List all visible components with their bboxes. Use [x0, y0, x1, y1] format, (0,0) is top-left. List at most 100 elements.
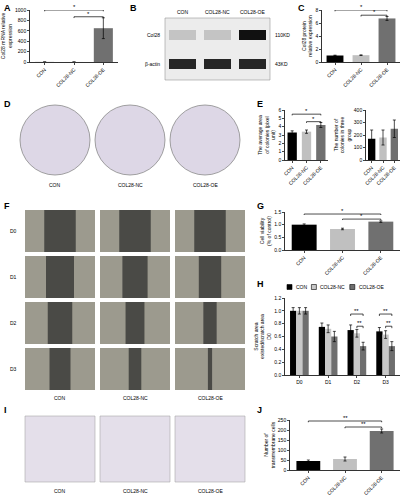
- svg-text:**: **: [354, 308, 359, 314]
- svg-text:50: 50: [281, 457, 287, 463]
- svg-text:COL28-OE: COL28-OE: [362, 474, 384, 496]
- svg-text:COL28-OE: COL28-OE: [240, 9, 265, 15]
- svg-text:**: **: [361, 421, 366, 427]
- svg-text:**: **: [383, 308, 388, 314]
- svg-text:*: *: [73, 4, 76, 10]
- svg-text:0.6: 0.6: [274, 333, 281, 339]
- svg-text:D3: D3: [10, 366, 17, 372]
- svg-text:**: **: [357, 320, 362, 326]
- svg-text:*: *: [305, 108, 308, 114]
- svg-text:100: 100: [278, 447, 287, 453]
- svg-text:COL28-OE: COL28-OE: [302, 164, 324, 186]
- svg-text:COL28-NC: COL28-NC: [326, 474, 348, 496]
- svg-text:Col28: Col28: [147, 32, 160, 38]
- svg-text:200: 200: [278, 427, 287, 433]
- svg-text:6: 6: [278, 107, 281, 113]
- svg-text:*: *: [87, 11, 90, 17]
- svg-text:COL28-NC: COL28-NC: [320, 284, 345, 290]
- svg-text:COL28-OE: COL28-OE: [198, 395, 223, 401]
- svg-text:COL28-NC: COL28-NC: [342, 66, 364, 88]
- svg-text:Col28 proteinrelative expressi: Col28 proteinrelative expression: [301, 15, 314, 57]
- svg-text:110KD: 110KD: [275, 32, 290, 38]
- svg-text:C: C: [298, 3, 305, 13]
- svg-text:300: 300: [354, 119, 363, 125]
- svg-text:The number ofcolonies in three: The number ofcolonies in threegroup: [333, 117, 352, 154]
- svg-text:800: 800: [18, 17, 27, 23]
- svg-text:2: 2: [315, 46, 318, 52]
- svg-text:0.0: 0.0: [274, 247, 281, 253]
- svg-text:1.0: 1.0: [274, 221, 281, 227]
- svg-text:0: 0: [283, 467, 286, 473]
- svg-text:*: *: [341, 208, 344, 214]
- svg-text:COL28-OE: COL28-OE: [84, 66, 106, 88]
- svg-text:CON: CON: [325, 66, 337, 78]
- svg-text:G: G: [257, 201, 264, 211]
- svg-text:0: 0: [278, 157, 281, 163]
- svg-text:D0: D0: [296, 379, 303, 385]
- svg-text:CON: CON: [54, 395, 66, 401]
- svg-text:0: 0: [23, 59, 26, 65]
- svg-text:CON: CON: [177, 9, 189, 15]
- svg-text:150: 150: [278, 437, 287, 443]
- svg-text:CON: CON: [299, 474, 311, 486]
- svg-text:CON: CON: [295, 254, 307, 266]
- svg-text:CON: CON: [362, 164, 374, 176]
- svg-text:H: H: [257, 279, 264, 289]
- svg-text:*: *: [360, 4, 363, 10]
- svg-text:The average areaof colonies (p: The average areaof colonies (pixelunit): [257, 115, 276, 155]
- svg-text:*: *: [360, 213, 363, 219]
- svg-text:200: 200: [354, 132, 363, 138]
- svg-text:*: *: [312, 116, 315, 122]
- svg-text:0.0: 0.0: [274, 372, 281, 378]
- svg-text:4: 4: [278, 123, 281, 129]
- svg-text:D2: D2: [10, 320, 17, 326]
- svg-text:CON: CON: [283, 164, 295, 176]
- svg-text:**: **: [386, 320, 391, 326]
- svg-text:4: 4: [315, 33, 318, 39]
- svg-text:CON: CON: [296, 284, 308, 290]
- svg-text:250: 250: [278, 417, 287, 423]
- svg-text:1.5: 1.5: [274, 209, 281, 215]
- svg-text:Cell viability(% of control): Cell viability(% of control): [259, 216, 272, 246]
- svg-text:COL28-NC: COL28-NC: [205, 9, 230, 15]
- svg-text:COL28-OE: COL28-OE: [193, 182, 218, 188]
- svg-text:COL28-NC: COL28-NC: [364, 164, 386, 186]
- svg-text:F: F: [4, 201, 10, 211]
- svg-text:200: 200: [18, 48, 27, 54]
- svg-text:1: 1: [278, 148, 281, 154]
- svg-text:Scratch areaexisted/scratch ar: Scratch areaexisted/scratch areaD0: [253, 314, 272, 359]
- svg-text:COL28-NC: COL28-NC: [123, 488, 148, 494]
- svg-text:COL28-OE: COL28-OE: [375, 164, 397, 186]
- svg-text:COL28-NC: COL28-NC: [55, 66, 77, 88]
- svg-text:D2: D2: [354, 379, 361, 385]
- svg-text:COL28-OE: COL28-OE: [362, 254, 384, 276]
- svg-text:COL28-NC: COL28-NC: [123, 395, 148, 401]
- svg-text:0.2: 0.2: [274, 359, 281, 365]
- svg-text:1.0: 1.0: [274, 308, 281, 314]
- svg-text:0.4: 0.4: [274, 346, 281, 352]
- svg-text:CON: CON: [54, 488, 66, 494]
- svg-text:**: **: [343, 415, 348, 421]
- svg-text:*: *: [373, 9, 376, 15]
- svg-text:0: 0: [315, 59, 318, 65]
- svg-text:β-actin: β-actin: [145, 61, 160, 67]
- svg-text:0.8: 0.8: [274, 320, 281, 326]
- svg-text:0.5: 0.5: [274, 234, 281, 240]
- svg-text:Number oftransmembrane cells: Number oftransmembrane cells: [263, 421, 276, 468]
- svg-text:5: 5: [278, 115, 281, 121]
- svg-text:100: 100: [354, 144, 363, 150]
- svg-text:B: B: [130, 3, 137, 13]
- svg-text:COL28-NC: COL28-NC: [323, 254, 345, 276]
- svg-text:COL28-OE: COL28-OE: [368, 66, 390, 88]
- svg-text:Col28 mRNA relativeexpression: Col28 mRNA relativeexpression: [0, 13, 13, 60]
- svg-text:400: 400: [18, 38, 27, 44]
- svg-text:D0: D0: [10, 228, 17, 234]
- svg-text:400: 400: [354, 107, 363, 113]
- svg-text:0: 0: [359, 157, 362, 163]
- svg-text:1.2: 1.2: [274, 295, 281, 301]
- svg-text:COL28-NC: COL28-NC: [287, 164, 309, 186]
- svg-text:1000: 1000: [15, 7, 26, 13]
- svg-text:3: 3: [278, 132, 281, 138]
- svg-text:2: 2: [278, 140, 281, 146]
- svg-text:600: 600: [18, 28, 27, 34]
